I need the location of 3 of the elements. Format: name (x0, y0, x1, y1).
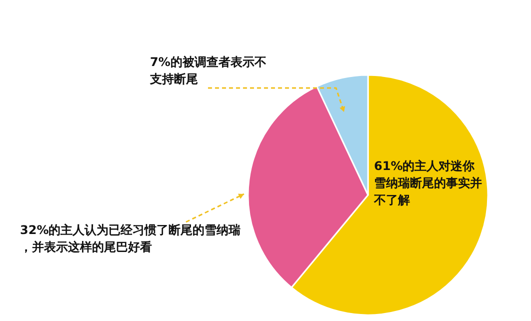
slice-label: 61%的主人对迷你雪纳瑞断尾的事实并不了解 (373, 159, 482, 207)
slice-label: 7%的被调查者表示不支持断尾 (149, 55, 266, 86)
slice-label: 32%的主人认为已经习惯了断尾的雪纳瑞，并表示这样的尾巴好看 (20, 223, 241, 254)
